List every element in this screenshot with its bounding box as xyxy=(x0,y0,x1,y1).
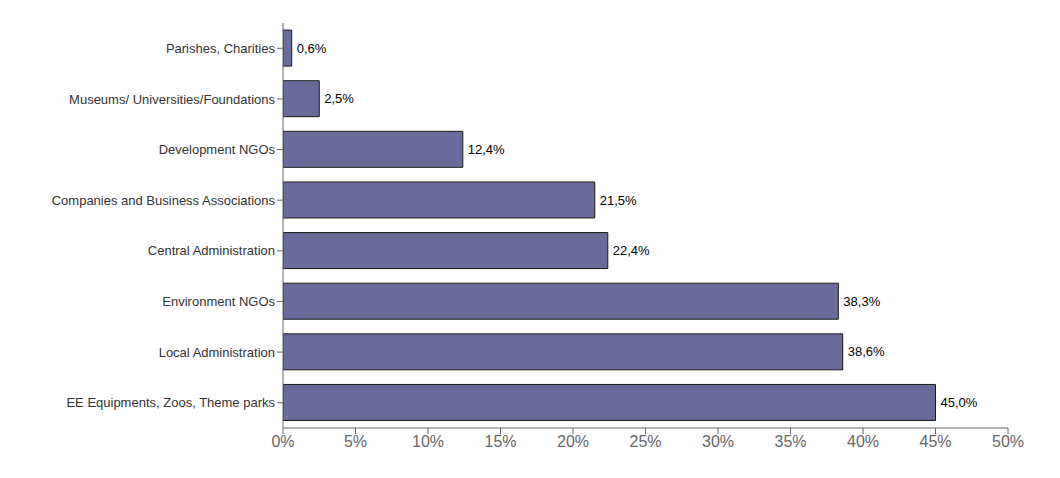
svg-text:21,5%: 21,5% xyxy=(600,193,637,208)
svg-text:38,3%: 38,3% xyxy=(843,294,880,309)
svg-text:10%: 10% xyxy=(412,433,444,450)
svg-text:Parishes, Charities: Parishes, Charities xyxy=(166,41,276,56)
svg-text:2,5%: 2,5% xyxy=(324,91,354,106)
svg-text:38,6%: 38,6% xyxy=(848,344,885,359)
svg-text:45%: 45% xyxy=(919,433,951,450)
svg-text:Central Administration: Central Administration xyxy=(148,243,275,258)
svg-text:35%: 35% xyxy=(774,433,806,450)
svg-text:5%: 5% xyxy=(344,433,367,450)
svg-text:40%: 40% xyxy=(847,433,879,450)
svg-text:EE Equipments, Zoos, Theme par: EE Equipments, Zoos, Theme parks xyxy=(66,395,275,410)
svg-text:0,6%: 0,6% xyxy=(297,41,327,56)
svg-text:30%: 30% xyxy=(702,433,734,450)
svg-text:20%: 20% xyxy=(557,433,589,450)
svg-text:0%: 0% xyxy=(271,433,294,450)
svg-text:Local Administration: Local Administration xyxy=(159,345,275,360)
svg-text:Development NGOs: Development NGOs xyxy=(159,142,276,157)
svg-text:22,4%: 22,4% xyxy=(613,243,650,258)
svg-text:12,4%: 12,4% xyxy=(468,142,505,157)
svg-text:Museums/ Universities/Foundati: Museums/ Universities/Foundations xyxy=(69,92,275,107)
svg-text:50%: 50% xyxy=(992,433,1024,450)
svg-text:25%: 25% xyxy=(629,433,661,450)
svg-text:Environment NGOs: Environment NGOs xyxy=(162,294,275,309)
svg-text:45,0%: 45,0% xyxy=(941,395,978,410)
svg-text:Companies and Business Associa: Companies and Business Associations xyxy=(52,193,276,208)
svg-text:15%: 15% xyxy=(484,433,516,450)
